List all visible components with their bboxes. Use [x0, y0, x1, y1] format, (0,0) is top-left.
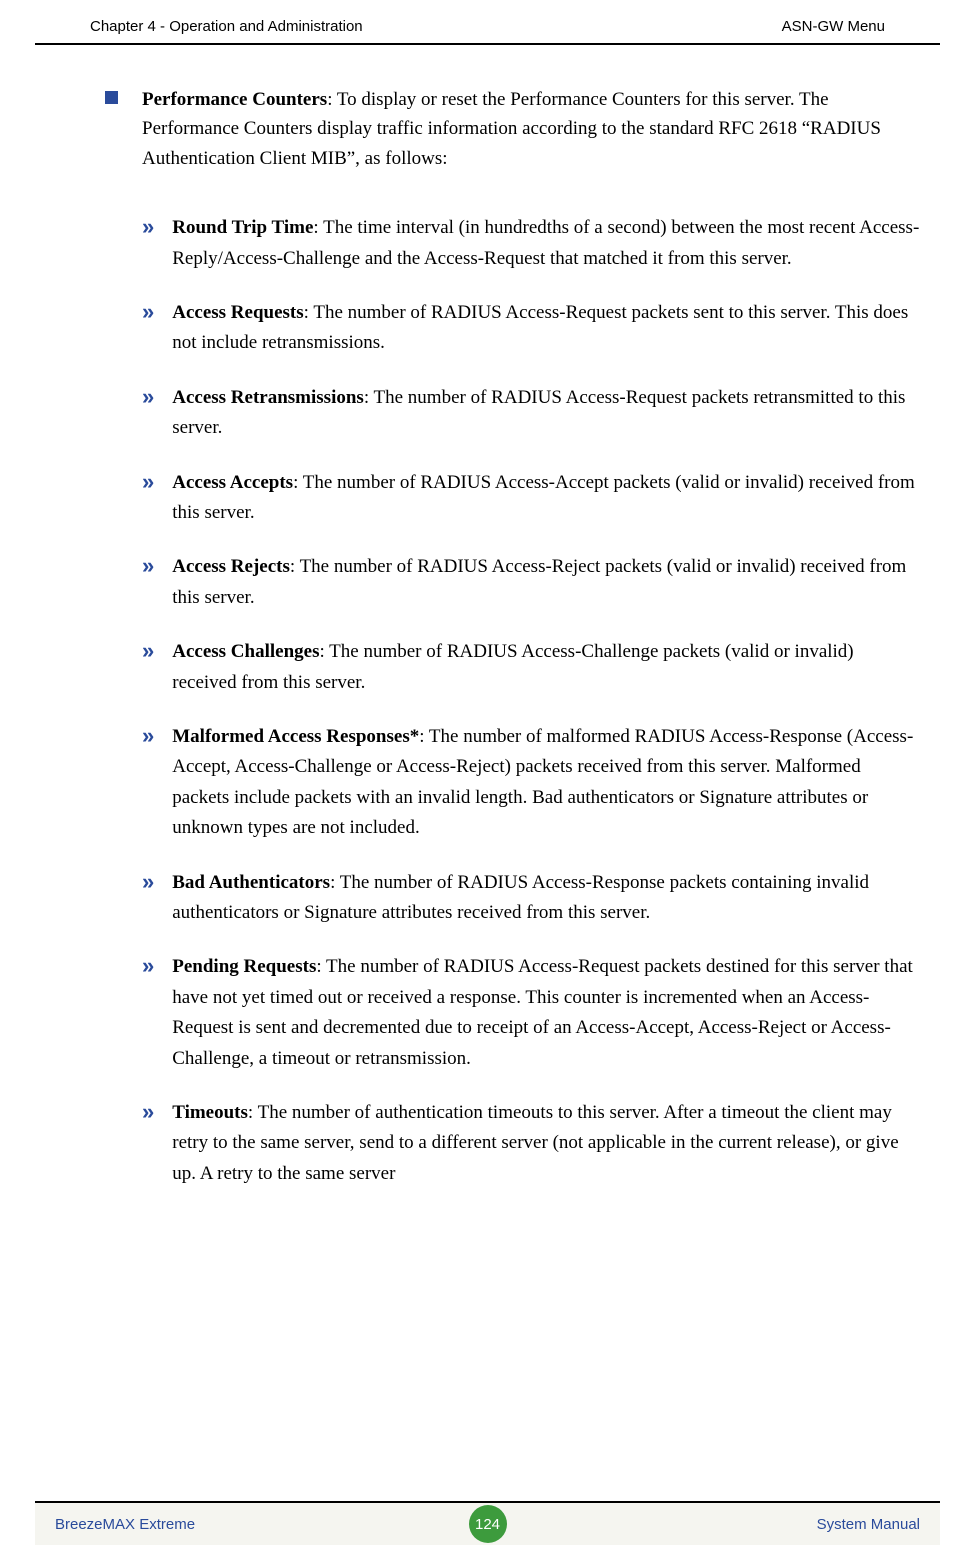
- sub-item: » Access Accepts: The number of RADIUS A…: [142, 468, 920, 529]
- arrow-bullet-icon: »: [142, 383, 154, 444]
- square-bullet-icon: [105, 91, 118, 104]
- main-bullet-item: Performance Counters: To display or rese…: [105, 85, 920, 173]
- footer-product: BreezeMAX Extreme: [55, 1516, 195, 1533]
- arrow-bullet-icon: »: [142, 552, 154, 613]
- sub-item: » Access Requests: The number of RADIUS …: [142, 298, 920, 359]
- footer-doc-type: System Manual: [817, 1516, 920, 1533]
- sub-item-title: Malformed Access Responses*: [172, 726, 419, 747]
- sub-item-title: Access Challenges: [172, 641, 319, 662]
- page-number: 124: [475, 1516, 500, 1533]
- sub-item-title: Timeouts: [172, 1102, 248, 1123]
- sub-item-text: Pending Requests: The number of RADIUS A…: [172, 952, 920, 1074]
- page-header: Chapter 4 - Operation and Administration…: [35, 0, 940, 45]
- content-body: Performance Counters: To display or rese…: [0, 45, 975, 1189]
- page-footer: BreezeMAX Extreme 124 System Manual: [35, 1501, 940, 1545]
- arrow-bullet-icon: »: [142, 468, 154, 529]
- sub-item-text: Bad Authenticators: The number of RADIUS…: [172, 868, 920, 929]
- sub-item: » Pending Requests: The number of RADIUS…: [142, 952, 920, 1074]
- sub-item-title: Pending Requests: [172, 956, 316, 977]
- sub-item-text: Access Rejects: The number of RADIUS Acc…: [172, 552, 920, 613]
- sub-item-title: Round Trip Time: [172, 217, 313, 238]
- sub-item-title: Access Requests: [172, 302, 303, 323]
- sub-item-title: Access Rejects: [172, 556, 290, 577]
- main-item-title: Performance Counters: [142, 89, 327, 110]
- arrow-bullet-icon: »: [142, 298, 154, 359]
- arrow-bullet-icon: »: [142, 722, 154, 844]
- sub-item-title: Access Retransmissions: [172, 387, 364, 408]
- sub-item-text: Timeouts: The number of authentication t…: [172, 1098, 920, 1189]
- sub-item: » Round Trip Time: The time interval (in…: [142, 213, 920, 274]
- header-section: ASN-GW Menu: [782, 18, 885, 35]
- arrow-bullet-icon: »: [142, 868, 154, 929]
- sub-item: » Access Challenges: The number of RADIU…: [142, 637, 920, 698]
- sub-item-text: Access Requests: The number of RADIUS Ac…: [172, 298, 920, 359]
- sub-item-text: Round Trip Time: The time interval (in h…: [172, 213, 920, 274]
- sub-item-desc: : The number of authentication timeouts …: [172, 1102, 898, 1184]
- header-chapter: Chapter 4 - Operation and Administration: [90, 18, 363, 35]
- sub-item-title: Access Accepts: [172, 472, 293, 493]
- sub-item: » Access Retransmissions: The number of …: [142, 383, 920, 444]
- sub-item: » Timeouts: The number of authentication…: [142, 1098, 920, 1189]
- sub-item-title: Bad Authenticators: [172, 872, 330, 893]
- arrow-bullet-icon: »: [142, 637, 154, 698]
- page: Chapter 4 - Operation and Administration…: [0, 0, 975, 1545]
- sub-item: » Bad Authenticators: The number of RADI…: [142, 868, 920, 929]
- sub-item-text: Access Challenges: The number of RADIUS …: [172, 637, 920, 698]
- sub-item: » Access Rejects: The number of RADIUS A…: [142, 552, 920, 613]
- sub-item-text: Malformed Access Responses*: The number …: [172, 722, 920, 844]
- arrow-bullet-icon: »: [142, 213, 154, 274]
- arrow-bullet-icon: »: [142, 1098, 154, 1189]
- sub-item: » Malformed Access Responses*: The numbe…: [142, 722, 920, 844]
- main-item-text: Performance Counters: To display or rese…: [142, 85, 920, 173]
- sub-item-text: Access Accepts: The number of RADIUS Acc…: [172, 468, 920, 529]
- sub-item-text: Access Retransmissions: The number of RA…: [172, 383, 920, 444]
- page-number-badge: 124: [469, 1505, 507, 1543]
- arrow-bullet-icon: »: [142, 952, 154, 1074]
